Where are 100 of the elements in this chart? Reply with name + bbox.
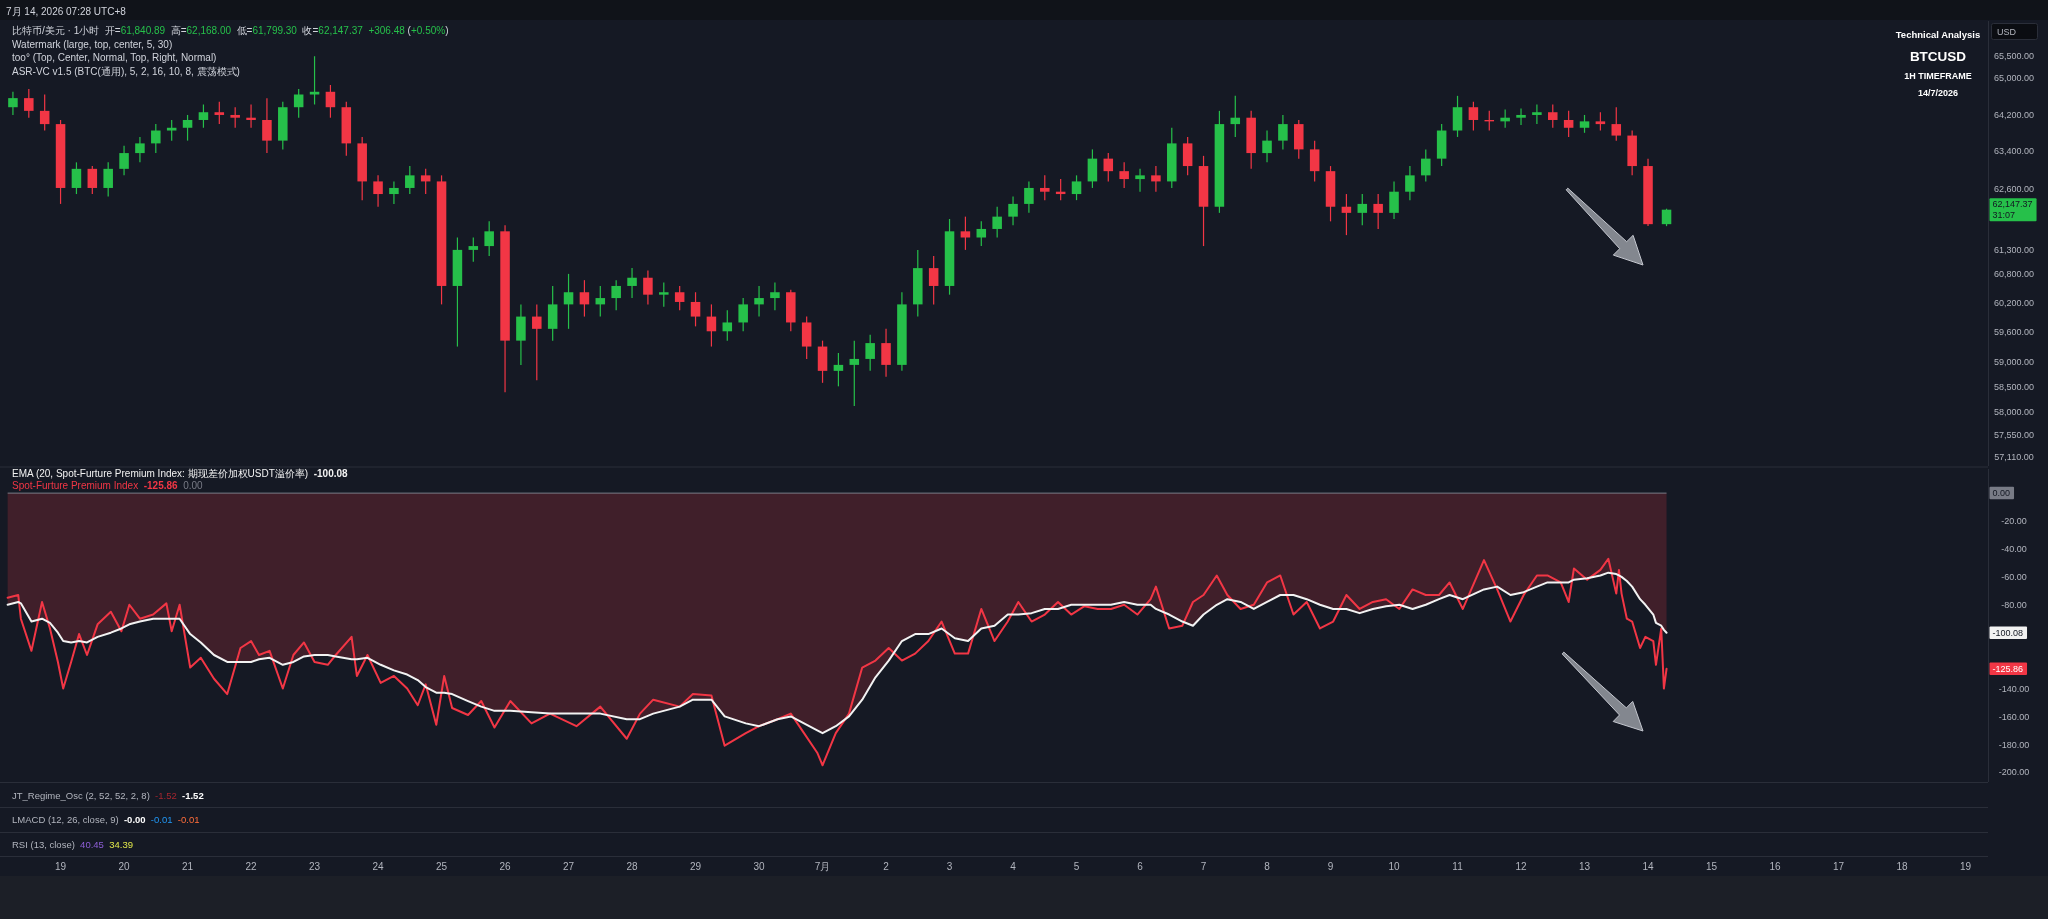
annotation: Technical Analysis [1895,29,1981,40]
candlestick [532,303,542,381]
text: -125.86 [1992,663,2024,674]
candlestick [960,216,971,251]
candlestick [1468,101,1479,132]
candlestick [1373,193,1383,230]
candlestick [8,91,18,116]
candlestick [1087,148,1098,189]
candlestick [262,97,272,154]
candlestick [1452,95,1463,138]
x-tick-label: 23 [308,861,321,872]
x-tick-label: 12 [1515,861,1528,872]
text: -1.52 [149,789,177,801]
y-tick-label: 59,600.00 [1993,327,2035,338]
candlestick [928,255,939,305]
annotation: 14/7/2026 [1917,88,1959,98]
candlestick [1071,174,1082,201]
candlestick [389,180,399,205]
candlestick [992,206,1002,239]
candlestick [1040,174,1050,201]
x-tick-label: 7 [1200,861,1207,872]
candlestick [1024,180,1034,214]
ref-line-label: 0.00 [177,479,204,491]
candlestick [1278,114,1288,150]
y-tick-label: 64,200.00 [1993,109,2035,120]
candlestick [563,273,574,330]
annotation: BTCUSD [1909,49,1967,64]
text: -100.08 [1992,627,2024,638]
text: -1.52 [176,789,204,801]
candlestick [103,161,113,197]
candlestick [182,114,193,142]
y-axis-title: USD [1997,27,2017,37]
x-tick-label: 3 [946,861,953,872]
candlestick [1341,193,1352,236]
x-tick-label: 20 [118,861,131,872]
candlestick [1151,165,1161,193]
candlestick [214,101,225,125]
candlestick [119,145,129,176]
text: -0.01 [172,814,200,825]
candlestick [754,285,764,318]
y-tick-label: -200.00 [1998,767,2030,778]
x-tick-label: 10 [1388,861,1401,872]
candlestick [722,309,733,342]
candlestick [468,236,479,263]
candlestick [24,88,34,119]
y-tick-label: 59,000.00 [1993,357,2035,368]
x-tick-label: 28 [626,861,639,872]
x-tick-label: 26 [499,861,512,872]
y-tick-label: -160.00 [1998,711,2030,722]
text: LMACD (12, 26, close, 9) [12,814,119,825]
candlestick [1405,165,1415,201]
text: -0.00 [118,814,146,825]
x-tick-label: 6 [1137,861,1144,872]
candlestick [1532,103,1542,125]
y-tick-label: -20.00 [2001,516,2027,527]
text: RSI (13, close) [12,838,75,850]
line-series [6,571,1668,735]
candlestick [865,334,875,372]
candlestick [484,220,494,257]
x-tick-label: 22 [245,861,258,872]
text: 0.00 [1992,488,2011,499]
x-tick-label: 17 [1832,861,1845,872]
candlestick [1182,136,1193,176]
y-tick-label: 57,550.00 [1993,429,2035,440]
candlestick [71,161,82,195]
candlestick [1135,168,1145,193]
y-tick-label: 60,200.00 [1993,298,2035,309]
text: 40.45 [74,838,104,850]
line-series [6,557,1668,767]
text: EMA (20, Spot-Furture Premium Index: 期现差价加权USDT溢价率) [12,467,309,479]
annotation: -125.86 [138,479,179,491]
y-tick-label: -60.00 [2001,572,2027,583]
candlestick [579,279,590,318]
candlestick [166,119,177,142]
candlestick [230,106,240,129]
candlestick [325,84,336,119]
candlestick [151,123,161,154]
candlestick [595,285,606,318]
candlestick [246,103,256,129]
x-tick-label: 16 [1769,861,1782,872]
candlestick [611,279,621,311]
candlestick [659,281,669,308]
annotation: too° (Top, Center, Normal, Top, Right, Normal) [12,52,217,63]
candlestick [405,165,415,195]
x-tick-label: 30 [753,861,766,872]
y-tick-label: 60,800.00 [1993,269,2035,280]
candlestick [373,174,383,208]
candlestick [690,291,701,327]
candlestick [833,352,844,387]
annotation: 1H TIMEFRAME [1904,70,1972,81]
candlestick [881,328,891,378]
candlestick [1548,103,1558,129]
text: -0.01 [145,814,173,825]
x-tick-label: 13 [1578,861,1591,872]
x-tick-label: 19 [1959,861,1972,872]
x-tick-label: 14 [1642,861,1655,872]
candlestick [643,269,653,305]
candlestick [1262,129,1272,163]
text: 比特币/美元 · 1小时 开=61,840.89 高=62,168.00 低=61,799.30 收=62,147.37 +306.48 (+0.50%) [12,25,449,36]
candlestick [627,267,637,299]
